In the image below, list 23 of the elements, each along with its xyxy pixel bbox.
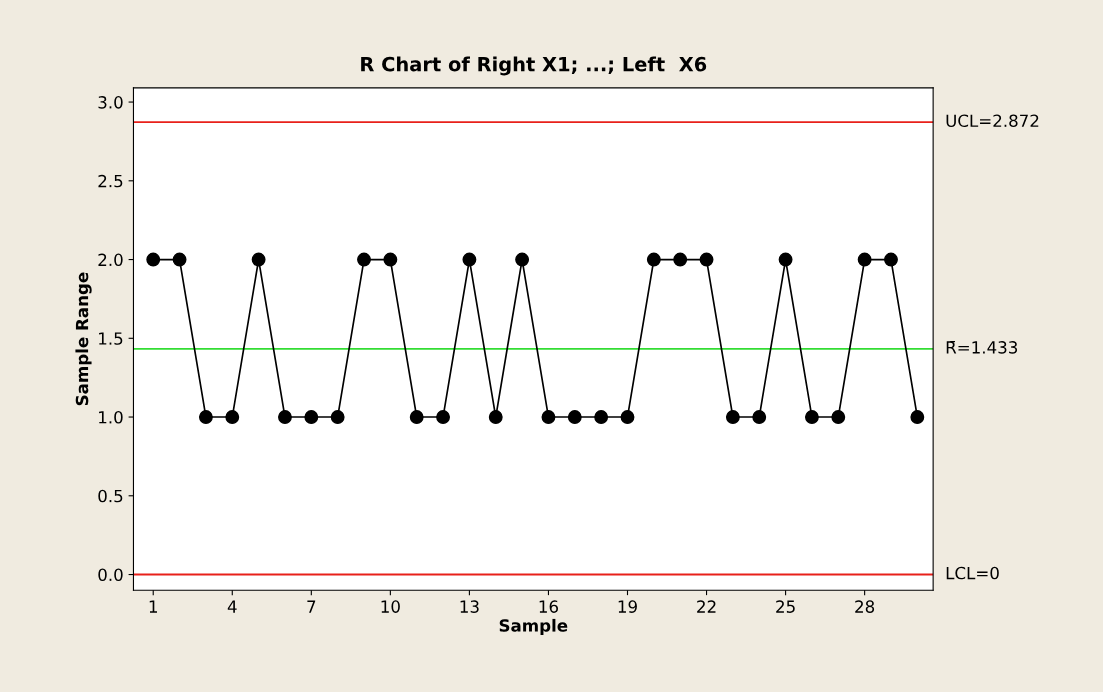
y-tick-label: 0.5 (98, 489, 123, 503)
y-axis-title: Sample Range (75, 272, 92, 406)
x-tick-label: 16 (539, 600, 559, 613)
x-axis-title: Sample (499, 618, 568, 636)
ref-line-label: UCL=2.872 (946, 114, 1039, 128)
y-tick-label: 1.5 (99, 332, 123, 345)
y-tick-label: 1.0 (99, 411, 123, 424)
chart-title: R Chart of Right X1; ...; Left X6 (361, 56, 707, 76)
ref-line-label: LCL=0 (946, 566, 999, 580)
x-tick-label: 25 (776, 600, 795, 613)
ref-line-label: R̄=1.433 (946, 341, 1018, 354)
x-tick-label: 28 (855, 600, 875, 613)
x-tick-label: 19 (618, 600, 637, 613)
y-tick-label: 2.0 (98, 253, 123, 267)
y-tick-label: 2.5 (98, 174, 123, 188)
y-tick-label: 0.0 (98, 568, 123, 582)
x-tick-label: 1 (149, 600, 157, 613)
x-tick-label: 10 (381, 600, 400, 613)
x-tick-label: 13 (460, 600, 479, 613)
y-tick-label: 3.0 (98, 96, 123, 109)
x-tick-label: 4 (227, 600, 237, 613)
x-tick-label: 7 (307, 600, 316, 613)
x-tick-label: 22 (697, 600, 716, 613)
